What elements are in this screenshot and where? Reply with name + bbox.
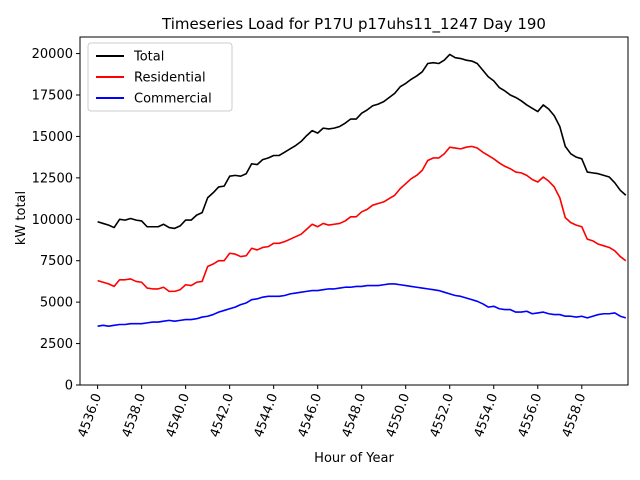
legend-label-total: Total <box>133 50 164 65</box>
x-axis-label: Hour of Year <box>314 451 394 466</box>
series-line-residential <box>97 145 627 293</box>
legend-label-commercial: Commercial <box>134 92 212 107</box>
legend-label-residential: Residential <box>134 71 206 86</box>
x-tick-label: 4558.0 <box>560 392 590 440</box>
y-tick-label: 10000 <box>32 213 73 228</box>
y-tick-label: 0 <box>65 379 73 394</box>
legend-box <box>87 42 233 112</box>
y-axis-label: kW total <box>14 191 29 245</box>
y-tick-label: 7500 <box>40 254 73 269</box>
y-tick-label: 20000 <box>32 47 73 62</box>
x-tick-label: 4550.0 <box>384 392 414 440</box>
chart-title: Timeseries Load for P17U p17uhs11_1247 D… <box>161 15 546 34</box>
x-tick-label: 4554.0 <box>472 392 502 440</box>
x-tick-label: 4548.0 <box>340 392 370 440</box>
series-line-commercial <box>97 283 627 327</box>
x-tick-label: 4556.0 <box>516 392 546 440</box>
x-tick-label: 4552.0 <box>428 392 458 440</box>
x-tick-label: 4538.0 <box>119 392 149 440</box>
x-tick-label: 4546.0 <box>296 392 326 440</box>
y-tick-label: 15000 <box>32 130 73 145</box>
x-tick-label: 4544.0 <box>252 392 282 440</box>
plot-frame <box>79 36 629 386</box>
y-tick-label: 12500 <box>32 171 73 186</box>
x-tick-label: 4540.0 <box>163 392 193 440</box>
series-line-total <box>97 53 627 230</box>
x-tick-label: 4536.0 <box>75 392 105 440</box>
y-tick-label: 2500 <box>40 337 73 352</box>
plot-area: 0 2500 5000 7500 10000 12500 15000 17500 20000 45… <box>32 36 629 440</box>
y-tick-label: 17500 <box>32 89 73 104</box>
y-tick-label: 5000 <box>40 296 73 311</box>
x-tick-label: 4542.0 <box>208 392 238 440</box>
